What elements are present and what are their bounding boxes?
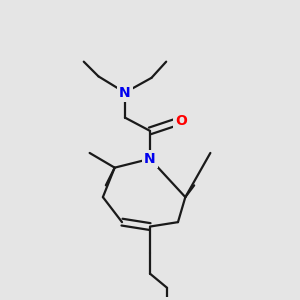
Text: N: N [119,85,131,100]
Text: O: O [175,114,187,128]
Text: N: N [144,152,156,166]
